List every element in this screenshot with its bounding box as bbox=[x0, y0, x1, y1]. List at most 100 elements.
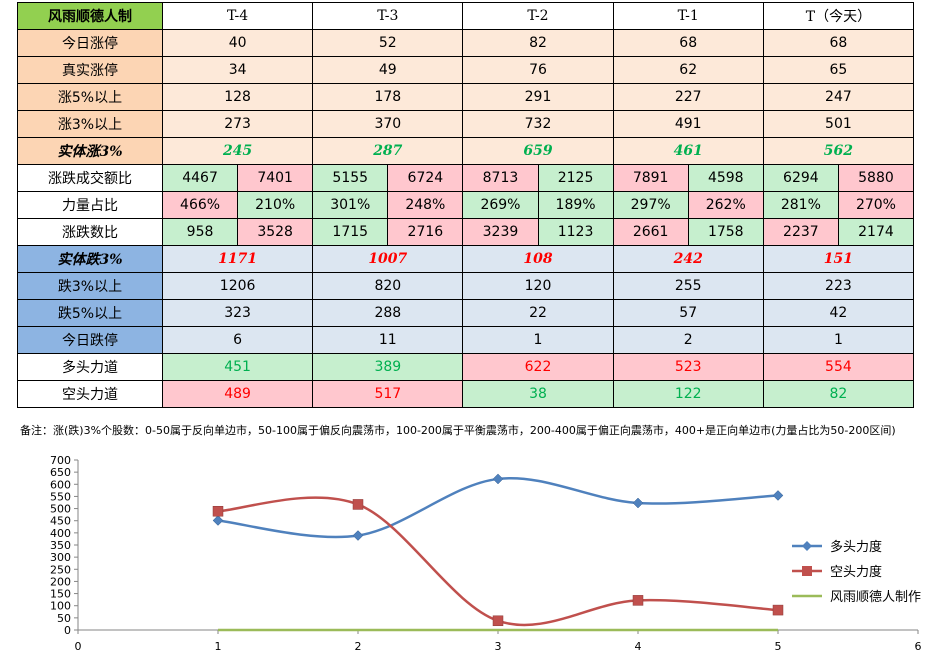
table-cell: 1206 bbox=[161, 272, 314, 300]
table-cell: 40 bbox=[161, 29, 314, 57]
table-cell: 451 bbox=[161, 353, 314, 381]
y-tick-label: 0 bbox=[64, 624, 71, 637]
data-point-square bbox=[632, 595, 644, 606]
table-cell: 7401 bbox=[237, 164, 314, 192]
rise-row: 实体涨3% 245 287 659 461 562 bbox=[17, 137, 915, 165]
chart-plot bbox=[212, 473, 784, 632]
market-table: 风雨顺德人制 T-4 T-3 T-2 T-1 T（今天） 今日涨停 40 52 82 68 68 真实涨… bbox=[17, 2, 915, 408]
table-cell: 273 bbox=[161, 110, 314, 138]
table-cell: 7891 bbox=[612, 164, 689, 192]
fall-row: 实体跌3% 1171 1007 108 242 151 bbox=[17, 245, 915, 273]
data-point-diamond bbox=[632, 497, 644, 509]
table-cell: 245 bbox=[161, 137, 314, 165]
table-row: 涨3%以上 273 370 732 491 501 bbox=[17, 110, 915, 138]
y-tick-label: 550 bbox=[50, 490, 71, 503]
table-cell: 1007 bbox=[312, 245, 464, 273]
data-point-square bbox=[212, 505, 224, 517]
ratio-row: 涨跌成交额比 4467 7401 5155 6724 8713 2125 7891 4598 62… bbox=[17, 164, 915, 192]
data-point-diamond bbox=[352, 530, 364, 541]
data-point-diamond bbox=[492, 473, 504, 485]
table-cell: 255 bbox=[612, 272, 764, 300]
x-tick-label: 4 bbox=[635, 640, 642, 653]
y-tick-label: 50 bbox=[57, 612, 71, 625]
table-cell: 562 bbox=[762, 137, 915, 165]
x-tick-label: 1 bbox=[215, 640, 222, 653]
table-cell: 4467 bbox=[161, 164, 239, 192]
series-line-1 bbox=[217, 496, 779, 627]
legend-label: 空头力度 bbox=[830, 564, 882, 580]
table-title: 风雨顺德人制 bbox=[17, 2, 163, 30]
x-tick-label: 3 bbox=[495, 640, 502, 653]
y-tick-label: 250 bbox=[50, 563, 71, 576]
table-cell: 82 bbox=[462, 29, 614, 57]
series-line-0 bbox=[217, 476, 779, 539]
table-cell: 2716 bbox=[387, 218, 464, 246]
table-cell: 128 bbox=[161, 83, 314, 111]
y-tick-label: 100 bbox=[50, 600, 71, 613]
force-row: 多头力道 451 389 622 523 554 bbox=[17, 353, 915, 381]
table-cell: 288 bbox=[312, 299, 464, 327]
row-label: 涨跌数比 bbox=[17, 218, 163, 246]
ratio-row: 涨跌数比 958 3528 1715 2716 3239 1123 2661 1758 2237 2… bbox=[17, 218, 915, 246]
x-tick-label: 6 bbox=[915, 640, 922, 653]
row-label: 力量占比 bbox=[17, 191, 163, 219]
row-label: 多头力道 bbox=[17, 353, 163, 381]
legend-label: 风雨顺德人制作 bbox=[830, 590, 921, 605]
table-cell: 178 bbox=[312, 83, 464, 111]
table-cell: 210% bbox=[237, 191, 314, 219]
note-text: 备注：涨(跌)3%个股数：0-50属于反向单边市，50-100属于偏反向震荡市，… bbox=[20, 424, 896, 437]
table-cell: 270% bbox=[837, 191, 915, 219]
y-tick-label: 300 bbox=[50, 551, 71, 564]
table-row: 跌5%以上 323 288 22 57 42 bbox=[17, 299, 915, 327]
ratio-row: 力量占比 466% 210% 301% 248% 269% 189% 297% 262% 281%… bbox=[17, 191, 915, 219]
column-header: T-4 bbox=[161, 2, 314, 30]
table-cell: 247 bbox=[762, 83, 915, 111]
table-cell: 489 bbox=[161, 380, 314, 408]
table-cell: 1715 bbox=[312, 218, 389, 246]
table-cell: 223 bbox=[762, 272, 915, 300]
table-cell: 370 bbox=[312, 110, 464, 138]
table-cell: 120 bbox=[462, 272, 614, 300]
table-cell: 5155 bbox=[312, 164, 389, 192]
table-cell: 523 bbox=[612, 353, 764, 381]
table-row: 今日涨停 40 52 82 68 68 bbox=[17, 29, 915, 57]
row-label: 空头力道 bbox=[17, 380, 163, 408]
table-cell: 6724 bbox=[387, 164, 464, 192]
data-point-square bbox=[352, 499, 364, 510]
table-cell: 554 bbox=[762, 353, 915, 381]
table-cell: 466% bbox=[161, 191, 239, 219]
y-tick-label: 200 bbox=[50, 575, 71, 588]
table-cell: 281% bbox=[762, 191, 839, 219]
table-cell: 22 bbox=[462, 299, 614, 327]
y-tick-label: 600 bbox=[50, 478, 71, 491]
table-cell: 65 bbox=[762, 56, 915, 84]
table-cell: 2661 bbox=[612, 218, 689, 246]
force-row: 空头力道 489 517 38 122 82 bbox=[17, 380, 915, 408]
legend-label: 多头力度 bbox=[830, 539, 882, 555]
table-cell: 732 bbox=[462, 110, 614, 138]
x-tick-label: 0 bbox=[75, 640, 82, 653]
table-cell: 189% bbox=[537, 191, 614, 219]
table-cell: 52 bbox=[312, 29, 464, 57]
data-point-square bbox=[492, 615, 504, 627]
row-label: 今日跌停 bbox=[17, 326, 163, 354]
table-cell: 1758 bbox=[687, 218, 764, 246]
table-cell: 2 bbox=[612, 326, 764, 354]
table-cell: 958 bbox=[161, 218, 239, 246]
table-cell: 49 bbox=[312, 56, 464, 84]
table-cell: 3239 bbox=[462, 218, 539, 246]
x-tick-label: 5 bbox=[775, 640, 782, 653]
table-cell: 1 bbox=[762, 326, 915, 354]
row-label: 实体跌3% bbox=[17, 245, 163, 273]
table-cell: 57 bbox=[612, 299, 764, 327]
row-label: 今日涨停 bbox=[17, 29, 163, 57]
table-cell: 501 bbox=[762, 110, 915, 138]
table-cell: 34 bbox=[161, 56, 314, 84]
row-label: 涨3%以上 bbox=[17, 110, 163, 138]
table-header-row: 风雨顺德人制 T-4 T-3 T-2 T-1 T（今天） bbox=[17, 2, 915, 30]
table-cell: 622 bbox=[462, 353, 614, 381]
table-cell: 108 bbox=[462, 245, 614, 273]
y-tick-label: 450 bbox=[50, 515, 71, 528]
table-cell: 389 bbox=[312, 353, 464, 381]
